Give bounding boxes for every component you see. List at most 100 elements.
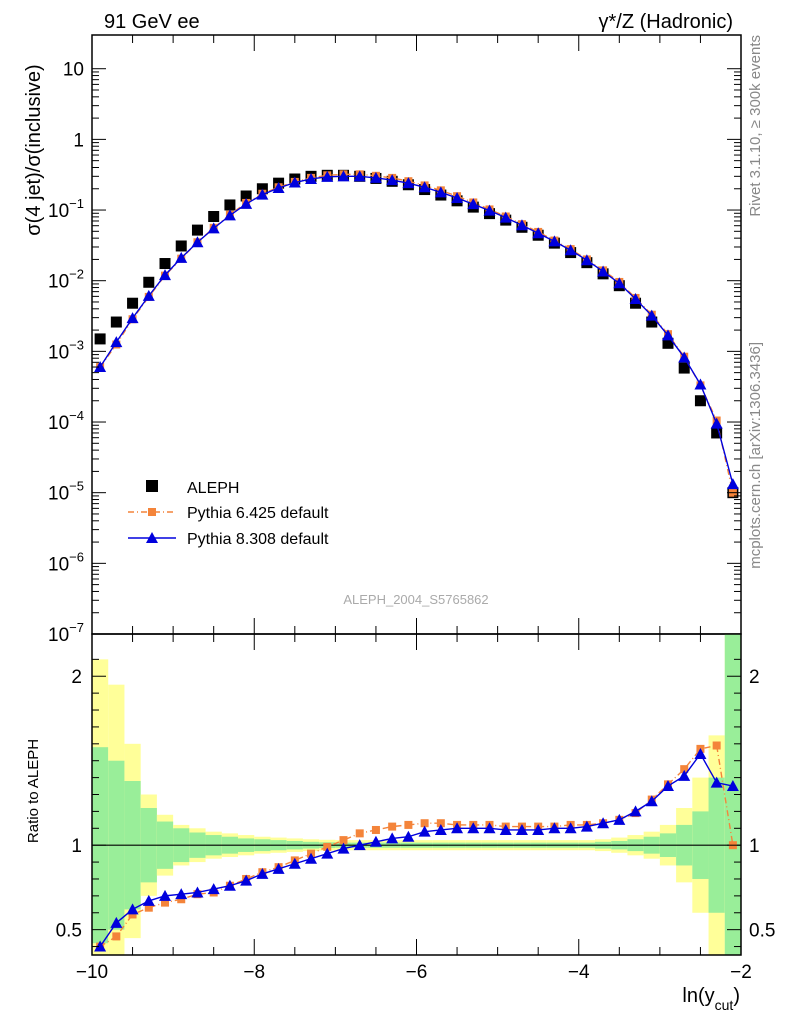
ratio-point-py6 bbox=[144, 903, 153, 912]
x-axis-label-end: ) bbox=[733, 985, 740, 1007]
y-tick-label: 10−4 bbox=[48, 408, 84, 434]
y-tick-label: 10−3 bbox=[48, 337, 84, 363]
ratio-point-py8 bbox=[613, 813, 626, 825]
point-py8 bbox=[386, 174, 399, 186]
point-py8 bbox=[613, 277, 626, 289]
header-left: 91 GeV ee bbox=[104, 11, 200, 33]
point-py8 bbox=[451, 192, 464, 204]
y-tick-label-base: 10 bbox=[48, 625, 69, 646]
ratio-point-py8 bbox=[321, 847, 334, 859]
aleph-point bbox=[240, 190, 252, 202]
analysis-label: ALEPH_2004_S5765862 bbox=[343, 592, 488, 607]
y-tick-label-exp: −6 bbox=[69, 549, 84, 564]
point-py8 bbox=[678, 351, 691, 363]
ratio-point-py8 bbox=[386, 832, 399, 844]
ratio-point-py8 bbox=[94, 940, 107, 952]
aleph-point bbox=[159, 258, 171, 270]
bottom-frame bbox=[91, 633, 742, 956]
ratio-point-py8 bbox=[191, 886, 204, 898]
ratio-point-py8 bbox=[645, 795, 658, 807]
point-py8 bbox=[661, 329, 674, 341]
aleph-point bbox=[678, 362, 690, 374]
ratio-point-py8 bbox=[418, 825, 431, 837]
ratio-point-py8 bbox=[402, 830, 415, 842]
y-tick-label: 10−2 bbox=[48, 267, 84, 293]
line-py8 bbox=[99, 175, 734, 485]
x-axis-label-sub: cut bbox=[715, 997, 734, 1013]
header-right: γ*/Z (Hadronic) bbox=[599, 11, 733, 33]
point-py8 bbox=[191, 236, 204, 248]
ratio-point-py8 bbox=[710, 776, 723, 788]
y-tick-label-exp: −3 bbox=[69, 337, 84, 352]
ratio-point-py8 bbox=[483, 822, 496, 834]
point-py8 bbox=[207, 222, 220, 234]
point-py8 bbox=[305, 172, 318, 184]
point-py8 bbox=[548, 235, 561, 247]
ratio-point-py8 bbox=[159, 889, 172, 901]
ratio-point-py8 bbox=[564, 822, 577, 834]
point-py8 bbox=[532, 227, 545, 239]
point-py8 bbox=[564, 244, 577, 256]
y-tick-label-exp: −5 bbox=[69, 479, 84, 494]
aleph-point bbox=[208, 211, 220, 223]
ratio-point-py8 bbox=[434, 823, 447, 835]
point-py8 bbox=[126, 312, 139, 324]
ratio-point-py8 bbox=[597, 817, 610, 829]
y-tick-label-exp: −1 bbox=[69, 196, 84, 211]
legend-entry-py6: Pythia 6.425 default bbox=[187, 505, 329, 522]
ratio-point-py6 bbox=[177, 895, 186, 904]
x-axis-label: ln(ycut) bbox=[682, 985, 740, 1013]
aleph-point bbox=[646, 316, 658, 328]
point-py8 bbox=[645, 309, 658, 321]
point-py8 bbox=[142, 289, 155, 301]
aleph-point bbox=[175, 240, 187, 252]
y-tick-label-exp: −4 bbox=[69, 408, 84, 423]
y-tick-label: 10−6 bbox=[48, 549, 84, 575]
line-py6 bbox=[99, 173, 734, 493]
ratio-point-py6 bbox=[371, 825, 380, 834]
ratio-y-tick-label: 0.5 bbox=[56, 921, 82, 942]
legend-marker-py6 bbox=[148, 508, 156, 516]
point-py8 bbox=[515, 219, 528, 231]
y-tick-label: 10−5 bbox=[48, 479, 84, 505]
ratio-point-py6 bbox=[420, 819, 429, 828]
point-py8 bbox=[272, 182, 285, 194]
point-py8 bbox=[418, 181, 431, 193]
ratio-y-tick-label-right: 0.5 bbox=[749, 921, 775, 942]
aleph-point bbox=[711, 427, 723, 439]
ratio-point-py8 bbox=[629, 805, 642, 817]
legend-marker-aleph bbox=[146, 480, 158, 492]
aleph-point bbox=[127, 297, 139, 309]
ratio-point-py8 bbox=[353, 839, 366, 851]
x-tick-label: −8 bbox=[243, 962, 265, 983]
ratio-point-py8 bbox=[305, 852, 318, 864]
ratio-point-py6 bbox=[161, 898, 170, 907]
point-py8 bbox=[629, 293, 642, 305]
y-tick-label-base: 10 bbox=[48, 201, 69, 222]
point-py8 bbox=[223, 209, 236, 221]
point-py8 bbox=[597, 265, 610, 277]
point-py8 bbox=[159, 269, 172, 281]
rivet-label: Rivet 3.1.10, ≥ 300k events bbox=[747, 35, 764, 217]
ratio-point-py8 bbox=[223, 879, 236, 891]
legend-entry-py8: Pythia 8.308 default bbox=[187, 531, 329, 548]
point-py8 bbox=[710, 417, 723, 429]
point-py8 bbox=[353, 170, 366, 182]
ratio-point-py8 bbox=[726, 780, 739, 792]
x-axis-label-base: ln(y bbox=[682, 985, 714, 1007]
ratio-point-py8 bbox=[532, 823, 545, 835]
point-py8 bbox=[483, 204, 496, 216]
ratio-point-py8 bbox=[288, 857, 301, 869]
x-tick-label: −2 bbox=[730, 962, 752, 983]
point-py8 bbox=[175, 251, 188, 263]
ratio-point-py6 bbox=[128, 910, 137, 919]
ratio-point-py6 bbox=[680, 765, 689, 774]
point-py8 bbox=[694, 378, 707, 390]
ratio-point-py8 bbox=[256, 867, 269, 879]
ratio-point-py8 bbox=[369, 835, 382, 847]
ratio-point-py8 bbox=[337, 842, 350, 854]
point-py8 bbox=[369, 171, 382, 183]
legend-marker-py8 bbox=[146, 532, 158, 543]
y-tick-label-base: 10 bbox=[48, 272, 69, 293]
y-tick-label: 10−7 bbox=[48, 620, 84, 646]
